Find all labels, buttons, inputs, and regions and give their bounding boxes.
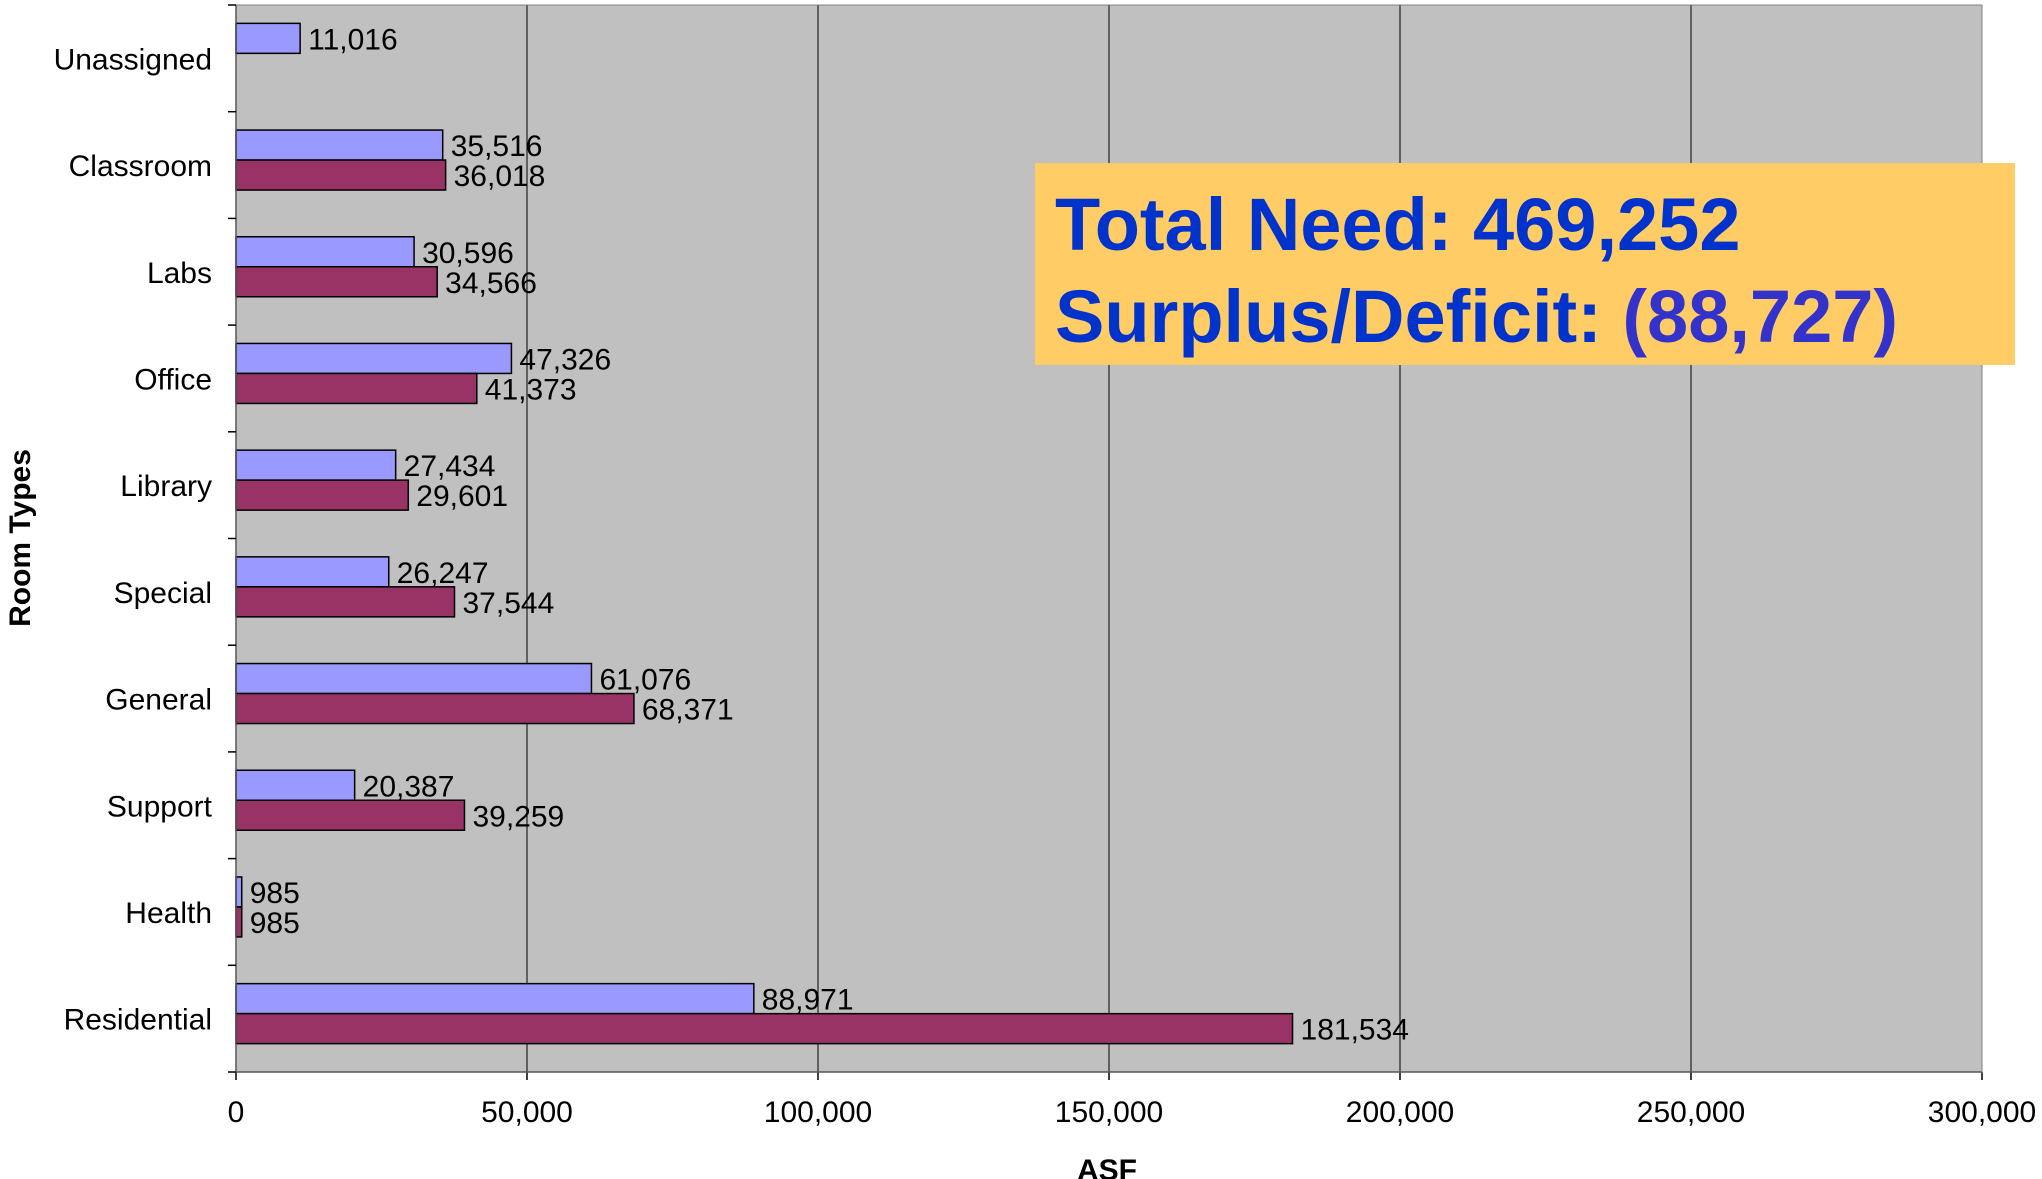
x-tick-label: 100,000	[764, 1096, 872, 1129]
category-label: Health	[125, 897, 212, 930]
surplus-deficit-label: Surplus/Deficit:	[1055, 275, 1623, 358]
bar	[235, 372, 478, 405]
bar	[235, 129, 444, 161]
category-label: Office	[134, 363, 212, 396]
category-label: Support	[107, 790, 213, 823]
bar	[235, 236, 415, 268]
data-label: 29,601	[416, 480, 508, 513]
data-label: 181,534	[1301, 1014, 1409, 1047]
data-label: 20,387	[363, 770, 455, 803]
data-label: 61,076	[599, 664, 691, 697]
surplus-deficit-value: (88,727)	[1622, 275, 1899, 358]
data-label: 88,971	[762, 984, 854, 1017]
bar	[235, 982, 755, 1015]
bar	[235, 586, 456, 618]
x-tick-label: 50,000	[481, 1096, 573, 1129]
bar	[235, 159, 447, 191]
x-tick-labels: 0 50,000 100,000 150,000 200,000 250,000 300,0…	[228, 1096, 2037, 1129]
category-label: Unassigned	[54, 43, 212, 76]
axes	[228, 4, 1983, 1073]
data-label: 985	[250, 907, 300, 940]
data-label: 27,434	[404, 450, 496, 483]
bars	[235, 22, 1294, 1045]
y-axis-title: Room Types	[4, 449, 37, 627]
x-tick-label: 300,000	[1928, 1096, 2036, 1129]
bar	[235, 692, 635, 725]
bar	[235, 342, 513, 375]
bar	[235, 266, 438, 298]
data-label: 34,566	[445, 267, 537, 300]
bar	[235, 906, 243, 938]
x-tick-label: 200,000	[1346, 1096, 1454, 1129]
bar	[235, 1012, 1294, 1045]
bar	[235, 22, 301, 55]
bar	[235, 662, 593, 695]
bar	[235, 449, 397, 481]
category-label: Classroom	[69, 150, 212, 183]
total-need-text: Total Need: 469,252	[1055, 183, 1741, 266]
data-label: 985	[250, 877, 300, 910]
bar	[235, 876, 243, 908]
x-tick-label: 250,000	[1637, 1096, 1745, 1129]
category-label: General	[105, 684, 212, 717]
surplus-deficit-line: Surplus/Deficit: (88,727)	[1055, 271, 2015, 363]
bar	[235, 556, 390, 588]
bar	[235, 799, 466, 831]
category-labels: Unassigned Classroom Labs Office Library Spec…	[54, 43, 213, 1036]
category-label: Residential	[64, 1004, 212, 1037]
bar	[235, 479, 410, 511]
data-label: 47,326	[519, 343, 611, 376]
x-tick-label: 150,000	[1055, 1096, 1163, 1129]
data-label: 68,371	[642, 694, 734, 727]
category-label: Library	[120, 470, 212, 503]
data-label: 26,247	[397, 557, 489, 590]
category-label: Labs	[147, 257, 212, 290]
summary-callout: Total Need: 469,252 Surplus/Deficit: (88…	[1035, 163, 2015, 365]
data-label: 36,018	[454, 160, 546, 193]
x-axis-title: ASF	[1077, 1154, 1137, 1179]
x-tick-label: 0	[228, 1096, 245, 1129]
data-label: 35,516	[451, 130, 543, 163]
category-label: Special	[114, 577, 212, 610]
bar	[235, 769, 356, 801]
data-label: 39,259	[472, 800, 564, 833]
data-label: 30,596	[422, 237, 514, 270]
data-label: 11,016	[308, 23, 398, 56]
data-label: 41,373	[485, 373, 577, 406]
data-label: 37,544	[463, 587, 555, 620]
